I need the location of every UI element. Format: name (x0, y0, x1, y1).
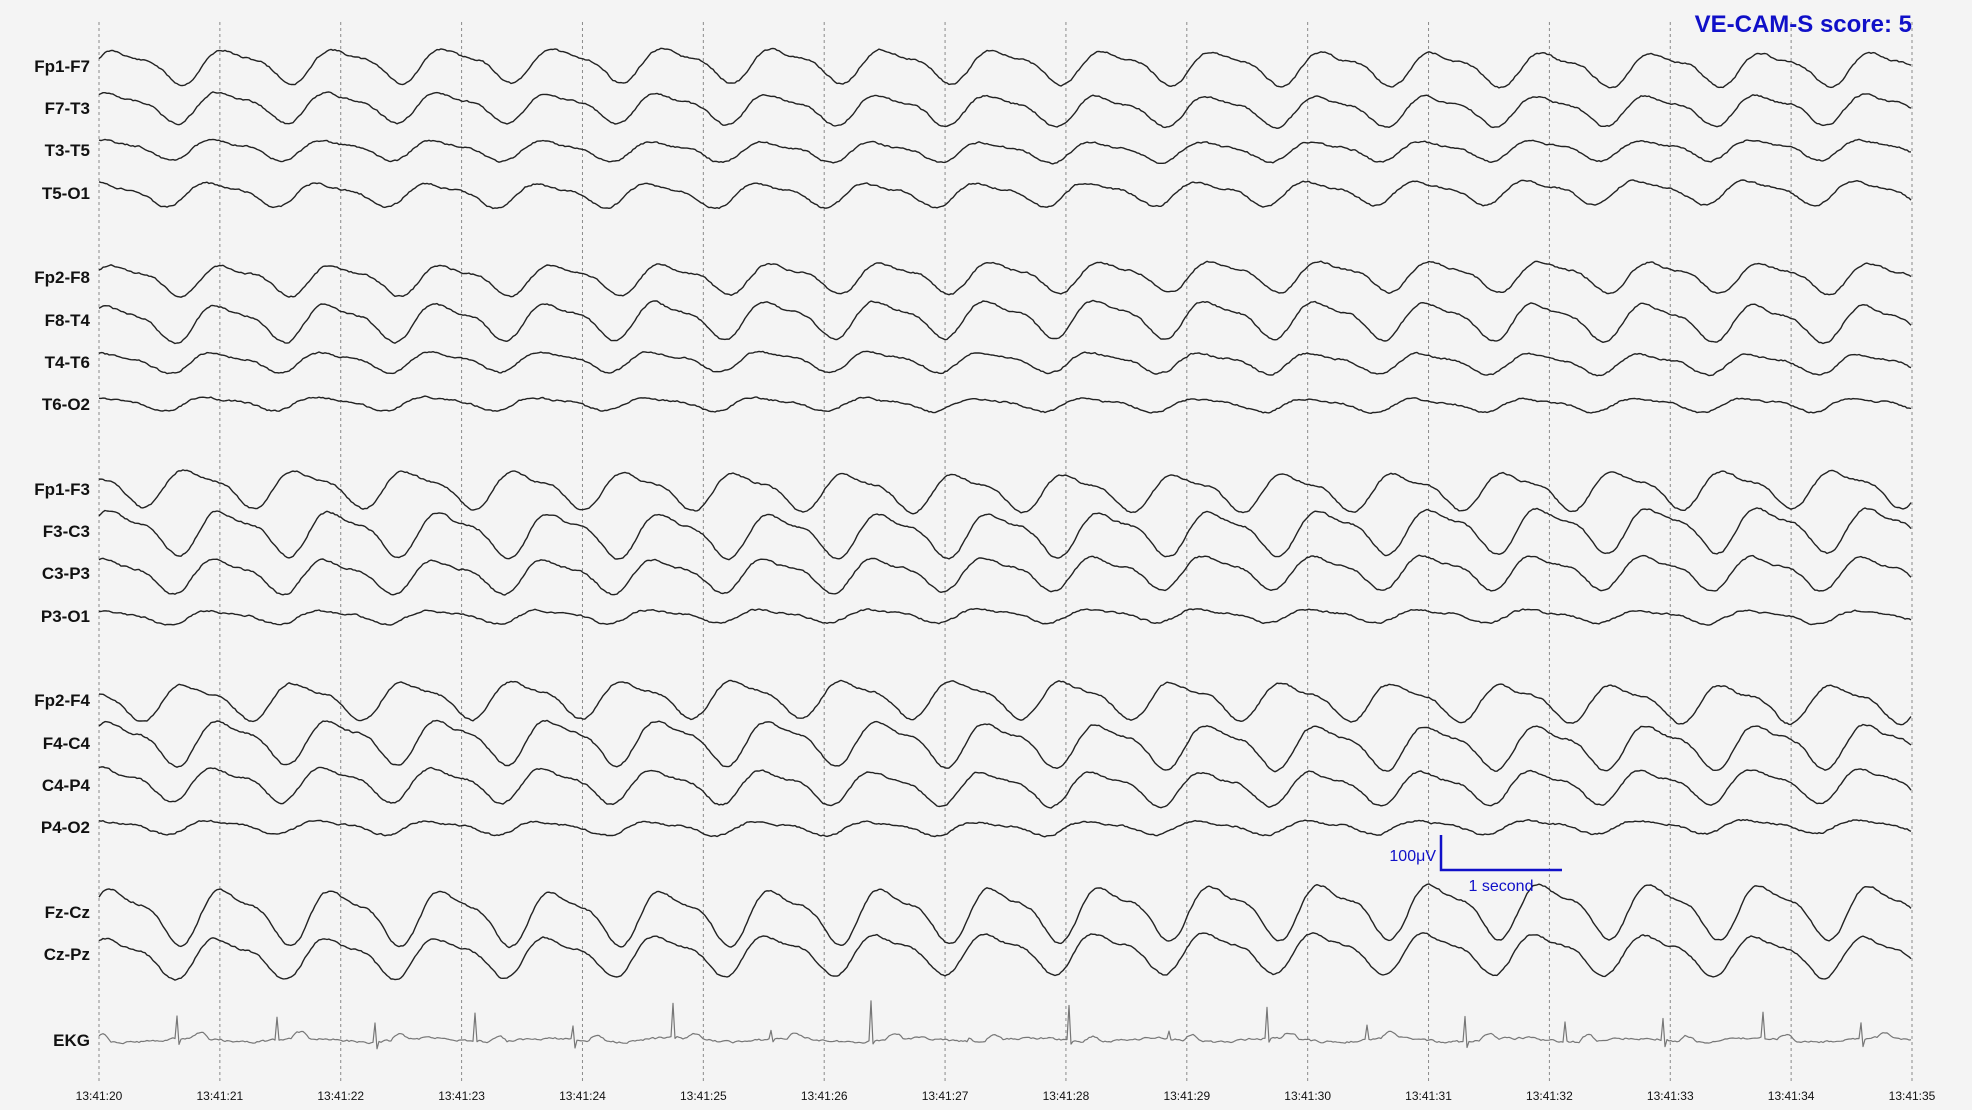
trace-f7-t3 (98, 91, 1912, 129)
scale-bar-line (1439, 835, 1562, 872)
channel-label: EKG (53, 1031, 90, 1050)
trace-cz-pz (98, 932, 1912, 981)
time-tick-label: 13:41:23 (438, 1089, 485, 1103)
trace-c3-p3 (98, 554, 1912, 596)
channel-label: C3-P3 (42, 564, 90, 583)
channel-label: F7-T3 (45, 99, 90, 118)
trace-fp1-f3 (98, 469, 1912, 515)
time-grid (98, 22, 1913, 1082)
channel-label: T6-O2 (42, 395, 90, 414)
scale-bar: 100μV 1 second (1389, 835, 1562, 895)
time-tick-label: 13:41:24 (559, 1089, 606, 1103)
channel-label: P3-O1 (41, 607, 90, 626)
trace-f8-t4 (98, 299, 1912, 345)
trace-ekg (98, 1000, 1912, 1050)
time-tick-label: 13:41:21 (197, 1089, 244, 1103)
trace-fp2-f8 (98, 260, 1912, 298)
trace-p3-o1 (98, 607, 1912, 626)
trace-t4-t6 (98, 350, 1912, 377)
trace-fp1-f7 (98, 47, 1912, 89)
time-tick-label: 13:41:30 (1284, 1089, 1331, 1103)
channel-label: Fz-Cz (45, 903, 90, 922)
channel-label: Cz-Pz (44, 945, 90, 964)
trace-fz-cz (98, 883, 1912, 949)
time-tick-label: 13:41:28 (1043, 1089, 1090, 1103)
trace-fp2-f4 (98, 679, 1912, 726)
channel-label: F3-C3 (43, 522, 90, 541)
time-tick-label: 13:41:27 (922, 1089, 969, 1103)
trace-c4-p4 (98, 766, 1912, 809)
channel-label: T3-T5 (45, 141, 90, 160)
channel-label: Fp2-F4 (34, 691, 90, 710)
channel-label: Fp2-F8 (34, 268, 90, 287)
time-axis: 13:41:20 13:41:21 13:41:22 13:41:23 13:41:24… (76, 1089, 1936, 1103)
eeg-traces (98, 47, 1912, 1050)
time-tick-label: 13:41:32 (1526, 1089, 1573, 1103)
scale-amplitude-label: 100μV (1389, 848, 1436, 865)
time-tick-label: 13:41:20 (76, 1089, 123, 1103)
time-tick-label: 13:41:33 (1647, 1089, 1694, 1103)
time-tick-label: 13:41:35 (1889, 1089, 1936, 1103)
trace-p4-o2 (98, 818, 1912, 838)
score-label: VE-CAM-S score: 5 (1695, 11, 1912, 38)
channel-label: F8-T4 (45, 311, 91, 330)
time-tick-label: 13:41:26 (801, 1089, 848, 1103)
time-tick-label: 13:41:34 (1768, 1089, 1815, 1103)
trace-t3-t5 (98, 138, 1912, 165)
channel-label: P4-O2 (41, 818, 90, 837)
channel-label: Fp1-F7 (34, 57, 90, 76)
time-tick-label: 13:41:22 (317, 1089, 364, 1103)
channel-labels: Fp1-F7 F7-T3 T3-T5 T5-O1 Fp2-F8 F8-T4 T4-T6 T6-… (34, 57, 90, 1050)
scale-time-label: 1 second (1469, 878, 1534, 895)
channel-label: Fp1-F3 (34, 480, 90, 499)
channel-label: F4-C4 (43, 734, 91, 753)
channel-label: C4-P4 (42, 776, 91, 795)
time-tick-label: 13:41:31 (1405, 1089, 1452, 1103)
channel-label: T5-O1 (42, 184, 90, 203)
time-tick-label: 13:41:25 (680, 1089, 727, 1103)
trace-t5-o1 (98, 179, 1912, 210)
time-tick-label: 13:41:29 (1163, 1089, 1210, 1103)
trace-t6-o2 (98, 395, 1912, 414)
channel-label: T4-T6 (45, 353, 90, 372)
trace-f3-c3 (98, 507, 1912, 561)
trace-f4-c4 (98, 719, 1912, 773)
